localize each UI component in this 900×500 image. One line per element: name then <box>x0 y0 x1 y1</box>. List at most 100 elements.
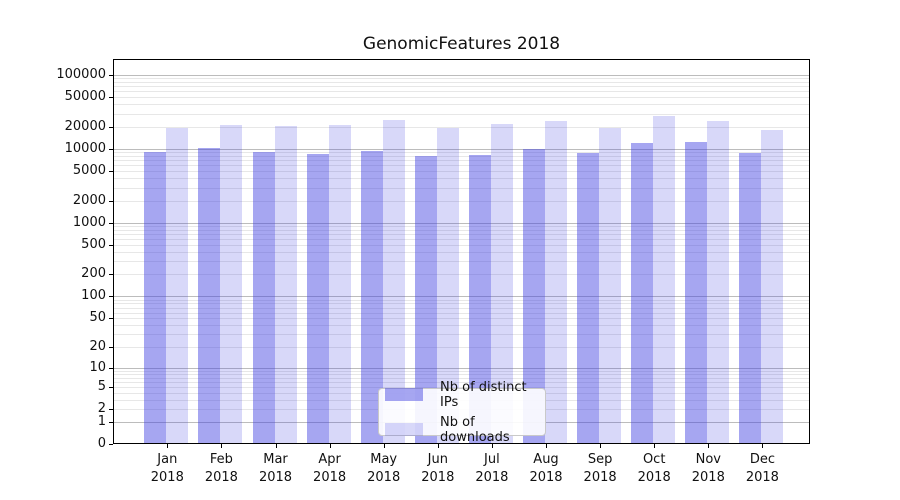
y-axis-tick <box>109 171 113 173</box>
minor-gridline <box>113 373 810 375</box>
x-axis-tick <box>221 444 223 448</box>
y-tick-label: 50 <box>89 310 106 326</box>
x-tick-label: Jun 2018 <box>421 452 455 485</box>
x-tick-label: Feb 2018 <box>204 452 238 485</box>
x-axis-tick <box>708 444 710 448</box>
bar-distinct-ips-aug <box>523 148 545 444</box>
major-gridline <box>113 148 810 150</box>
plot-area <box>113 59 810 444</box>
minor-gridline <box>113 86 810 88</box>
bar-downloads-apr <box>328 124 351 444</box>
major-gridline <box>113 222 810 224</box>
bar-downloads-may <box>382 120 405 444</box>
minor-gridline <box>113 382 810 384</box>
minor-gridline <box>113 171 810 173</box>
minor-gridline <box>113 78 810 80</box>
x-axis-tick <box>600 444 602 448</box>
minor-gridline <box>113 160 810 162</box>
x-axis-tick <box>167 444 169 448</box>
bar-downloads-feb <box>220 124 243 444</box>
y-axis-tick <box>109 74 113 76</box>
y-tick-label: 500 <box>81 236 106 252</box>
legend-swatch-distinct-ips <box>385 388 423 401</box>
minor-gridline <box>113 156 810 158</box>
bar-downloads-sep <box>599 127 622 444</box>
bar-downloads-jun <box>436 127 459 444</box>
legend-label-distinct-ips: Nb of distinct IPs <box>440 379 527 410</box>
x-tick-label: Jul 2018 <box>475 452 509 485</box>
bar-downloads-nov <box>707 121 730 444</box>
bar-distinct-ips-dec <box>739 152 762 444</box>
minor-gridline <box>113 97 810 99</box>
x-tick-label: Aug 2018 <box>529 452 563 485</box>
minor-gridline <box>113 370 810 372</box>
y-tick-label: 5 <box>97 378 106 394</box>
bar-downloads-jan <box>166 127 189 444</box>
y-axis-tick <box>109 274 113 276</box>
minor-gridline <box>113 91 810 93</box>
y-axis-tick <box>109 443 113 445</box>
x-tick-label: Dec 2018 <box>745 452 779 485</box>
x-axis-tick <box>491 444 493 448</box>
minor-gridline <box>113 244 810 246</box>
x-tick-label: Nov 2018 <box>691 452 725 485</box>
minor-gridline <box>113 377 810 379</box>
y-axis-tick <box>109 126 113 128</box>
legend: Nb of distinct IPs Nb of downloads <box>378 380 546 445</box>
minor-gridline <box>113 252 810 254</box>
minor-gridline <box>113 239 810 241</box>
y-tick-label: 1 <box>97 414 106 430</box>
chart-title: GenomicFeatures 2018 <box>362 34 561 54</box>
major-gridline <box>113 367 810 369</box>
bar-downloads-oct <box>653 116 676 444</box>
y-axis-tick <box>109 367 113 369</box>
x-tick-label: Sep 2018 <box>583 452 617 485</box>
bar-distinct-ips-jun <box>414 156 437 444</box>
legend-swatch-downloads <box>385 423 423 436</box>
x-axis-tick <box>275 444 277 448</box>
y-tick-label: 0 <box>97 435 106 451</box>
bar-distinct-ips-sep <box>577 152 600 444</box>
x-axis-tick <box>437 444 439 448</box>
minor-gridline <box>113 187 810 189</box>
x-axis-tick <box>383 444 385 448</box>
bar-distinct-ips-feb <box>198 147 221 444</box>
y-tick-label: 2 <box>97 401 106 417</box>
bar-distinct-ips-jul <box>468 154 491 444</box>
y-tick-label: 1000 <box>72 214 106 230</box>
bar-distinct-ips-apr <box>306 153 329 444</box>
minor-gridline <box>113 152 810 154</box>
minor-gridline <box>113 312 810 314</box>
y-tick-label: 2000 <box>72 192 106 208</box>
y-tick-label: 100000 <box>56 66 106 82</box>
y-tick-label: 10 <box>89 359 106 375</box>
minor-gridline <box>113 307 810 309</box>
y-axis-tick <box>109 222 113 224</box>
y-axis-tick <box>109 386 113 388</box>
x-tick-label: Mar 2018 <box>258 452 293 485</box>
y-axis-tick <box>109 296 113 298</box>
minor-gridline <box>113 318 810 320</box>
minor-gridline <box>113 229 810 231</box>
x-axis-tick <box>654 444 656 448</box>
x-axis-tick <box>546 444 547 448</box>
minor-gridline <box>113 325 810 327</box>
minor-gridline <box>113 261 810 263</box>
minor-gridline <box>113 104 810 106</box>
minor-gridline <box>113 126 810 128</box>
y-axis-tick <box>109 200 113 202</box>
x-axis-tick <box>329 444 331 448</box>
bar-distinct-ips-mar <box>252 151 275 444</box>
minor-gridline <box>113 346 810 348</box>
minor-gridline <box>113 226 810 228</box>
bar-downloads-dec <box>761 130 784 444</box>
minor-gridline <box>113 303 810 305</box>
bar-downloads-mar <box>274 125 297 444</box>
x-axis-tick <box>762 444 764 448</box>
bar-distinct-ips-jan <box>144 151 167 444</box>
x-tick-label: Oct 2018 <box>637 452 671 485</box>
bar-downloads-jul <box>490 123 513 444</box>
minor-gridline <box>113 299 810 301</box>
bar-downloads-aug <box>545 120 567 444</box>
